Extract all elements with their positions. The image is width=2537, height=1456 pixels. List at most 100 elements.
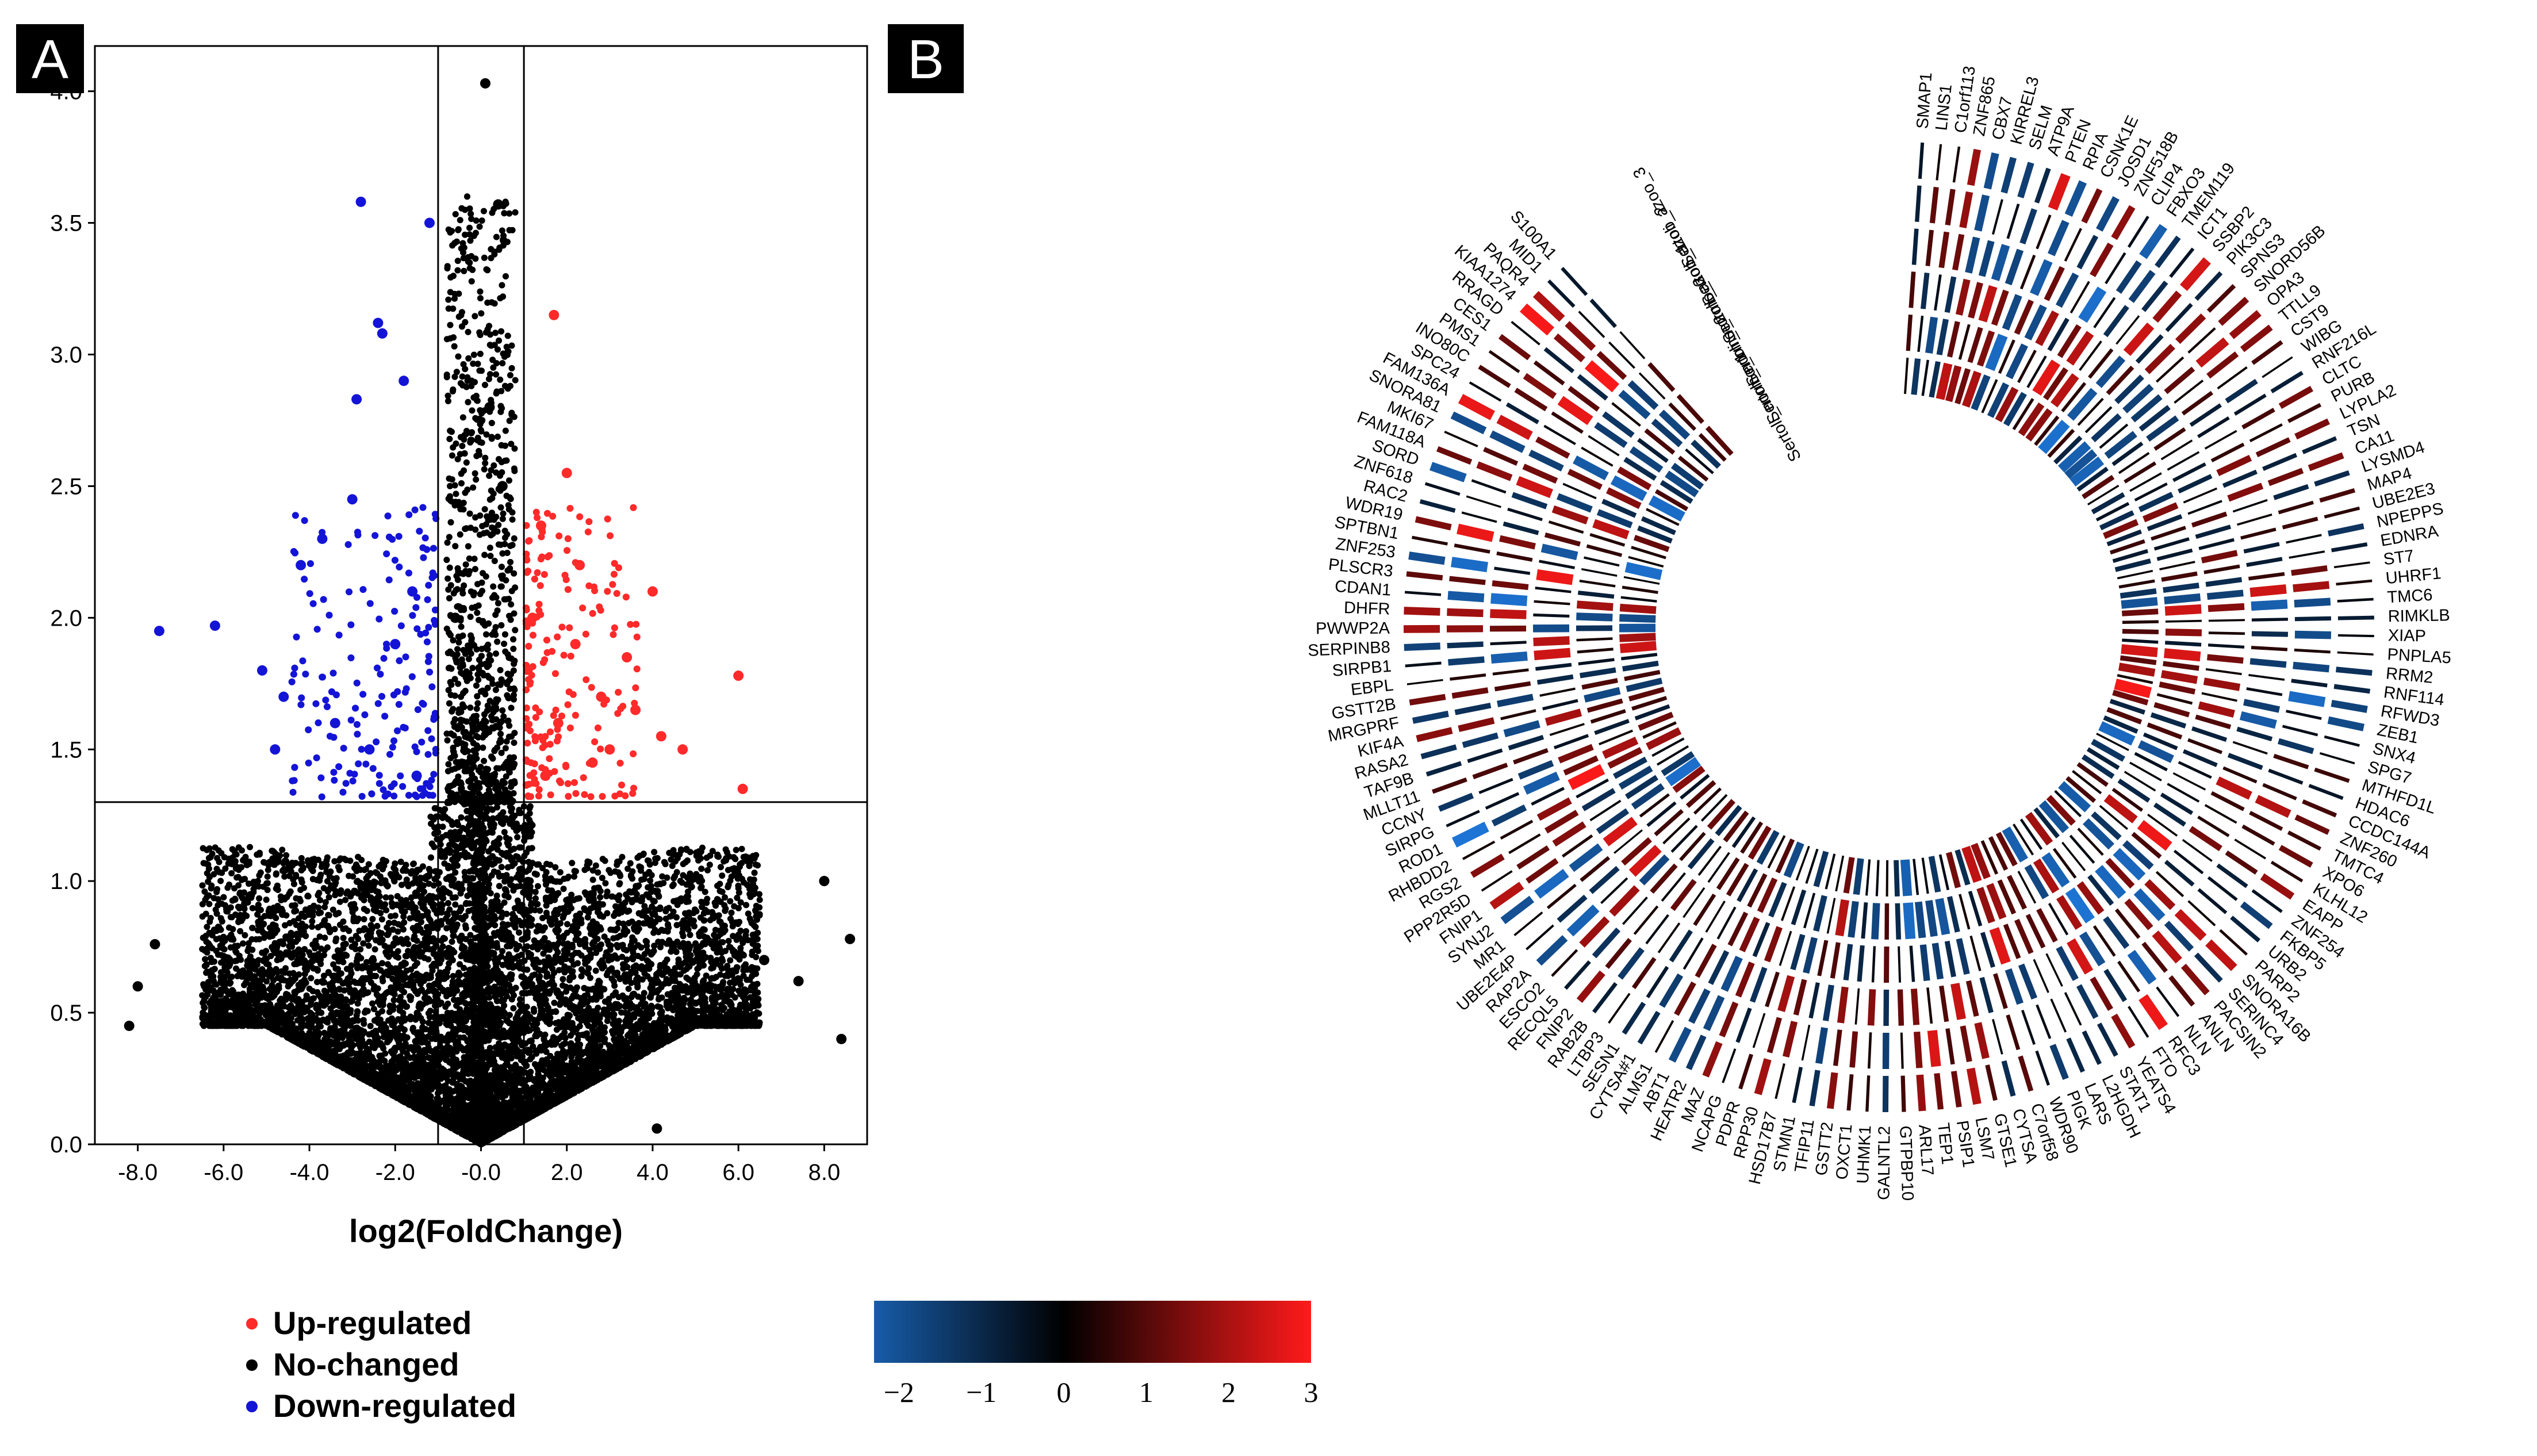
heatmap-cell <box>1559 747 1592 761</box>
heatmap-cell <box>1819 1028 1825 1063</box>
heatmap-cell <box>1918 902 1922 938</box>
volcano-point <box>373 318 383 328</box>
heatmap-cell <box>2131 272 2153 301</box>
heatmap-cell <box>2251 647 2287 650</box>
heatmap-cell <box>2173 773 2205 790</box>
heatmap-cell <box>1647 967 1667 998</box>
heatmap-cell <box>2263 785 2297 799</box>
heatmap-cell <box>1769 1018 1779 1053</box>
heatmap-cell <box>1562 268 1587 295</box>
heatmap-cell <box>1509 737 1543 748</box>
heatmap-cell <box>1452 690 1488 696</box>
volcano-point <box>124 1021 135 1031</box>
heatmap-cell <box>1582 680 1618 687</box>
heatmap-cell <box>1816 852 1826 887</box>
heatmap-cell <box>1492 583 1528 587</box>
heatmap-cell <box>2006 296 2019 329</box>
heatmap-cell <box>1556 336 1584 359</box>
color-scale-tick: −1 <box>966 1376 997 1408</box>
heatmap-cell <box>2093 978 2111 1010</box>
heatmap-cell <box>2009 250 2021 285</box>
heatmap-cell <box>2294 650 2331 652</box>
heatmap-cell <box>2320 753 2355 764</box>
heatmap-cell <box>1947 277 1954 312</box>
heatmap-cell <box>1923 360 1928 396</box>
heatmap-cell <box>1570 769 1603 785</box>
heatmap-cell <box>2068 182 2083 215</box>
heatmap-cell <box>2320 491 2355 501</box>
heatmap-cell <box>2334 687 2370 691</box>
heatmap-cell <box>1543 700 1578 709</box>
heatmap-cell <box>2167 452 2199 470</box>
heatmap-cell <box>2220 930 2247 955</box>
heatmap-cell <box>1846 944 1850 980</box>
heatmap-cell <box>2280 848 2312 865</box>
heatmap-cell <box>2337 599 2374 601</box>
heatmap-cell <box>2004 158 2013 193</box>
heatmap-cell <box>1471 480 1505 492</box>
heatmap-cell <box>2116 684 2151 692</box>
legend-label: Down-regulated <box>273 1388 516 1424</box>
heatmap-cell <box>1899 947 1900 983</box>
heatmap-cell <box>2208 657 2244 661</box>
heatmap-cell <box>2157 237 2179 267</box>
heatmap-cell <box>2165 609 2201 611</box>
heatmap-cell <box>2083 289 2102 320</box>
heatmap-cell <box>1453 415 1485 431</box>
heatmap-cell <box>1911 272 1913 308</box>
heatmap-cell <box>2247 689 2282 695</box>
heatmap-cell <box>2122 631 2159 632</box>
heatmap-cell <box>1927 987 1932 1024</box>
heatmap-cell <box>2119 666 2155 673</box>
heatmap-cell <box>1580 973 1603 1001</box>
heatmap-cell <box>1454 545 1490 552</box>
heatmap-cell <box>1567 324 1593 348</box>
heatmap-cell <box>1466 496 1501 507</box>
heatmap-cell <box>1577 639 1613 641</box>
heatmap-cell <box>2271 373 2302 392</box>
heatmap-cell <box>1624 1003 1643 1033</box>
heatmap-cell <box>2235 840 2266 859</box>
volcano-point <box>759 955 769 965</box>
volcano-point <box>351 394 362 404</box>
heatmap-cell <box>1968 237 1976 273</box>
heatmap-cell <box>2226 381 2256 401</box>
heatmap-cell <box>1553 509 1588 521</box>
heatmap-cell <box>1960 324 1969 359</box>
heatmap-cell <box>1959 279 1967 315</box>
heatmap-cell <box>1427 763 1461 774</box>
heatmap-cell <box>2037 1051 2049 1086</box>
heatmap-cell <box>1802 1025 1809 1060</box>
legend-label: No-changed <box>273 1346 459 1382</box>
heatmap-cell <box>2279 741 2313 752</box>
heatmap-cell <box>1537 439 1569 457</box>
heatmap-cell <box>2291 568 2327 573</box>
heatmap-cell <box>2269 470 2303 483</box>
heatmap-cell <box>1461 399 1493 416</box>
heatmap-cell <box>1517 481 1551 494</box>
heatmap-cell <box>2296 422 2329 437</box>
volcano-point <box>317 534 327 544</box>
heatmap-cell <box>1490 642 1527 644</box>
volcano-point <box>540 771 550 781</box>
heatmap-cell <box>2021 1056 2032 1091</box>
y-tick-label: 1.5 <box>50 737 82 763</box>
heatmap-cell <box>2117 571 2153 578</box>
heatmap-cell <box>1585 691 1620 699</box>
volcano-point <box>390 639 400 649</box>
heatmap-cell <box>1767 927 1780 961</box>
heatmap-cell <box>1658 923 1679 952</box>
heatmap-cell <box>2202 553 2237 561</box>
heatmap-cell <box>1480 367 1510 386</box>
heatmap-cell <box>1826 985 1831 1021</box>
volcano-point <box>480 78 490 89</box>
heatmap-cell <box>1766 972 1777 1007</box>
heatmap-rings <box>1404 143 2374 1112</box>
heatmap-cell <box>1793 934 1803 970</box>
heatmap-cell <box>2263 455 2297 469</box>
heatmap-cell <box>2233 742 2267 753</box>
heatmap-cell <box>2037 1005 2050 1039</box>
color-scale-gradient <box>874 1301 1311 1363</box>
heatmap-cell <box>1624 672 1660 679</box>
gene-label: TMC6 <box>2387 586 2433 607</box>
